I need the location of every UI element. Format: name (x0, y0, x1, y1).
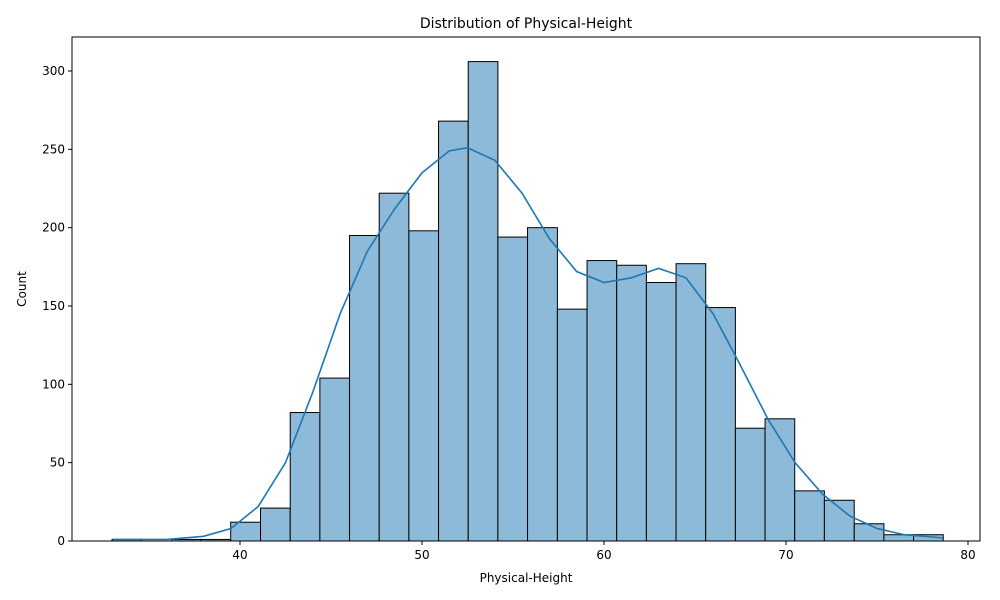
x-tick-label: 60 (596, 548, 611, 562)
plot-frame (71, 36, 981, 542)
bar (408, 230, 440, 542)
bar (260, 507, 291, 542)
x-tick-label: 80 (960, 548, 975, 562)
y-tick-label: 250 (42, 142, 65, 156)
kde-line (112, 146, 943, 541)
bar (616, 264, 647, 542)
bar (497, 236, 529, 542)
y-tick-label: 100 (42, 377, 65, 391)
y-tick-label: 200 (42, 221, 65, 235)
y-tick-label: 50 (50, 456, 65, 470)
x-axis-label: Physical-Height (480, 571, 573, 585)
bar (823, 499, 855, 542)
bar (349, 234, 380, 542)
y-axis-label: Count (15, 271, 29, 307)
bar (705, 307, 736, 542)
bar (556, 308, 588, 542)
y-tick-label: 150 (42, 299, 65, 313)
bar (378, 192, 410, 542)
bar (586, 260, 618, 542)
bar (645, 281, 677, 542)
bar (734, 427, 766, 542)
bar (675, 263, 707, 542)
x-tick-label: 40 (232, 548, 247, 562)
chart-title: Distribution of Physical-Height (420, 16, 633, 32)
bar (853, 523, 885, 542)
bar (289, 412, 321, 542)
bar (467, 61, 499, 542)
bar (438, 120, 469, 542)
bar (319, 377, 351, 542)
y-tick-label: 300 (42, 64, 65, 78)
x-tick-label: 70 (778, 548, 793, 562)
x-tick-label: 50 (414, 548, 429, 562)
bar (527, 227, 558, 542)
bar (794, 490, 825, 542)
y-tick-label: 0 (57, 534, 65, 548)
